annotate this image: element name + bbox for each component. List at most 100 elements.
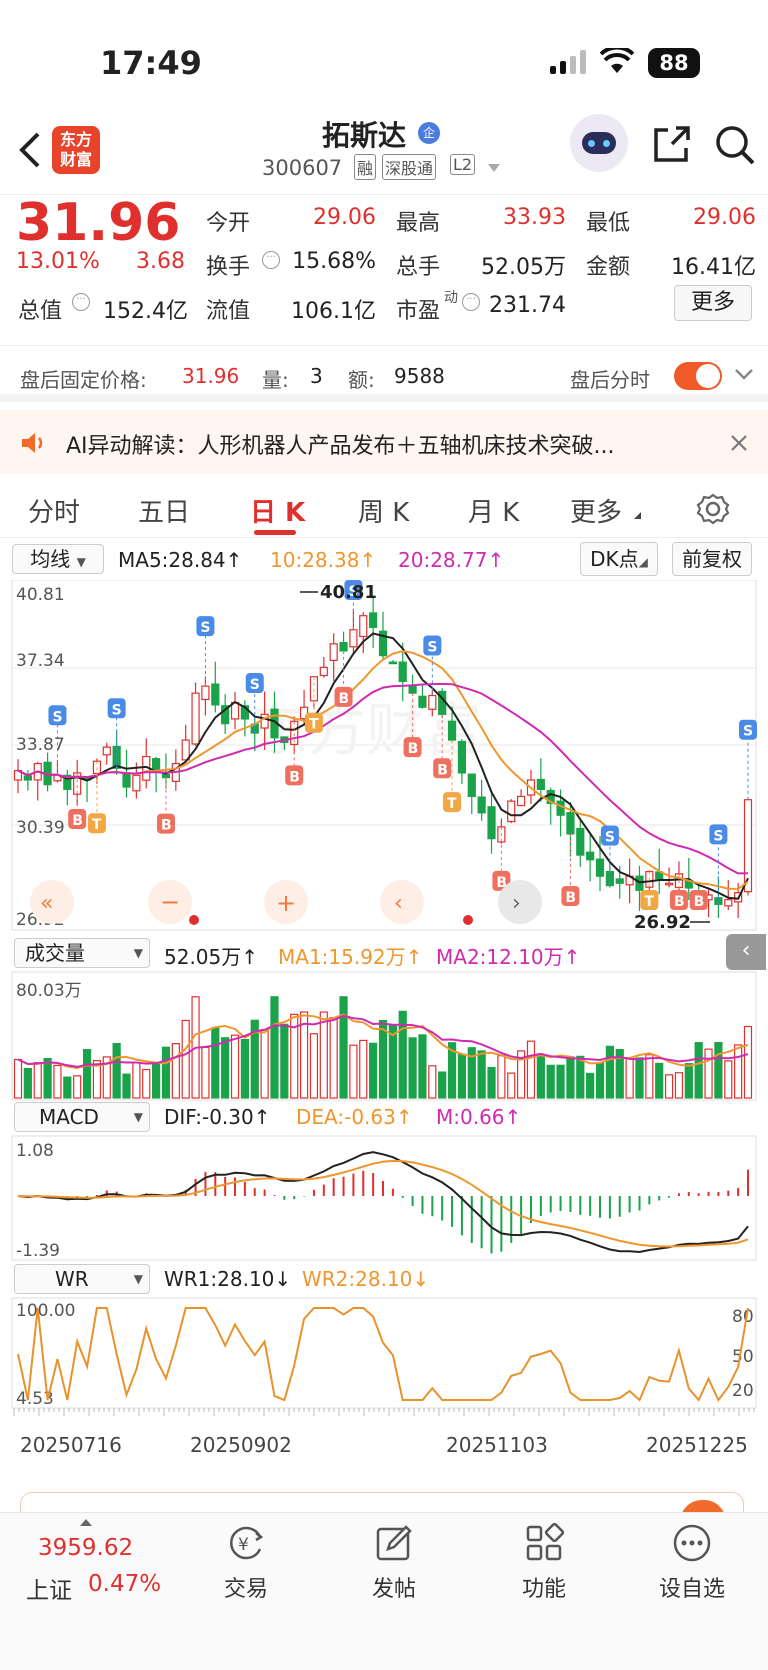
float-value: 106.1亿: [291, 299, 376, 324]
marker-label: B: [161, 818, 172, 834]
info-dots-icon[interactable]: ···: [462, 293, 480, 311]
rewind-button[interactable]: [30, 880, 74, 924]
high-label: 最高: [396, 211, 441, 236]
volume-bar: [388, 1025, 397, 1099]
volume-bar: [349, 1044, 358, 1099]
volume-bar: [595, 1062, 605, 1099]
candle-body: [161, 773, 171, 779]
back-arrow-icon[interactable]: [16, 130, 44, 170]
chevron-down-icon[interactable]: [734, 368, 754, 382]
chevron-down-icon[interactable]: [488, 164, 500, 172]
volume-bar: [63, 1076, 72, 1099]
ma20-value: 20:28.77↑: [398, 548, 505, 572]
nav-post[interactable]: 发帖: [344, 1523, 444, 1603]
macd-select[interactable]: MACD ▼: [14, 1102, 150, 1132]
candle-body: [240, 705, 249, 720]
marker-label: S: [743, 724, 753, 740]
volume-bar: [299, 1011, 309, 1099]
candle-body: [378, 630, 388, 657]
ai-robot-avatar[interactable]: [570, 114, 628, 172]
volume-bar: [240, 1038, 249, 1099]
marker-badge: [196, 616, 215, 637]
nav-trade-label: 交易: [223, 1577, 268, 1602]
prev-button[interactable]: [380, 880, 424, 924]
macd-m-value: M:0.66↑: [436, 1105, 522, 1129]
marker-label: T: [309, 717, 319, 733]
marker-badge: [709, 824, 728, 845]
marker-badge: [423, 635, 442, 656]
nav-functions[interactable]: 功能: [494, 1522, 594, 1603]
after-hours-toggle-label: 盘后分时: [570, 368, 650, 392]
nav-add-watchlist[interactable]: 设自选: [642, 1523, 742, 1603]
dk-point-button[interactable]: DK点◢: [580, 542, 658, 576]
stock-name: 拓斯达: [322, 119, 407, 152]
after-hours-toggle[interactable]: [674, 362, 722, 390]
app-logo-line1: 东方: [59, 130, 92, 149]
volume-bar: [309, 1033, 319, 1099]
candle-body: [477, 796, 486, 814]
candle-body: [586, 851, 595, 861]
nav-trade[interactable]: ¥ 交易: [196, 1523, 296, 1603]
share-icon[interactable]: [652, 124, 692, 164]
volume-bar: [112, 1042, 121, 1099]
app-logo[interactable]: 东方 财富: [52, 126, 100, 174]
volume-bar: [230, 1034, 240, 1099]
tab-weekly-k[interactable]: 周 K: [358, 498, 410, 528]
volume-bar: [556, 1064, 565, 1099]
marker-label: T: [644, 894, 654, 910]
tag-margin: 融: [354, 154, 377, 180]
info-dots-icon[interactable]: ···: [262, 251, 280, 269]
collapse-panel-button[interactable]: ‹: [726, 934, 766, 970]
volume-bar: [171, 1043, 180, 1099]
tab-intraday[interactable]: 分时: [28, 498, 81, 528]
x-axis-ticks: [13, 1408, 755, 1416]
minus-icon: −: [160, 888, 180, 916]
zoom-out-button[interactable]: [148, 880, 192, 924]
candle-body: [615, 878, 624, 884]
tab-five-day[interactable]: 五日: [138, 498, 191, 528]
ai-insight-banner[interactable]: AI异动解读：人形机器人产品发布＋五轴机床技术突破...: [0, 410, 768, 474]
volume-bar: [43, 1057, 52, 1099]
marker-label: S: [52, 709, 62, 725]
plus-icon: +: [276, 889, 296, 917]
next-button[interactable]: [498, 880, 542, 924]
status-time: 17:49: [100, 44, 202, 82]
last-price: 31.96: [16, 193, 181, 253]
volume-bar: [467, 1047, 476, 1099]
candle-body: [201, 685, 210, 701]
wr2-value: WR2:28.10↓: [302, 1267, 430, 1291]
zoom-in-button[interactable]: [264, 880, 308, 924]
index-value[interactable]: 3959.62: [38, 1535, 134, 1561]
corner-triangle-icon: [634, 512, 641, 519]
search-icon[interactable]: [714, 124, 756, 166]
mktcap-label: 总值: [18, 299, 63, 324]
tab-daily-k[interactable]: 日 K: [250, 498, 306, 528]
chevron-left-icon: ‹: [394, 891, 403, 916]
ma-select[interactable]: 均线 ▼: [12, 544, 104, 574]
close-icon[interactable]: [730, 434, 748, 452]
wr-select[interactable]: WR ▼: [14, 1264, 150, 1294]
chart-controls: « − + ‹ ›: [30, 880, 542, 925]
marker-badge: [433, 758, 452, 779]
candle-body: [349, 629, 358, 648]
fq-button[interactable]: 前复权: [672, 542, 752, 576]
candle-body: [23, 775, 32, 781]
info-dots-icon[interactable]: ···: [72, 293, 90, 311]
wifi-icon: [600, 48, 634, 73]
more-button[interactable]: 更多: [674, 285, 752, 321]
volume-ma2-line: [17, 1014, 749, 1068]
volume-bar: [418, 1034, 427, 1099]
gear-icon[interactable]: [696, 492, 730, 526]
candle-body: [369, 612, 378, 629]
bottom-navigation: 3959.62 上证 0.47% ¥ 交易 发帖 功能 设自选: [0, 1512, 768, 1670]
tab-monthly-k[interactable]: 月 K: [468, 498, 520, 528]
candle-body: [536, 778, 545, 790]
ma-indicator-bar: 均线 ▼ MA5:28.84↑ 10:28.38↑ 20:28.77↑ DK点◢…: [0, 540, 768, 580]
x-date-label: 20250902: [190, 1433, 292, 1457]
tab-more[interactable]: 更多: [570, 498, 623, 528]
candle-body: [576, 827, 585, 856]
volume-bar: [53, 1064, 62, 1099]
volume-select[interactable]: 成交量 ▼: [14, 938, 150, 968]
volume-bar: [92, 1060, 102, 1099]
